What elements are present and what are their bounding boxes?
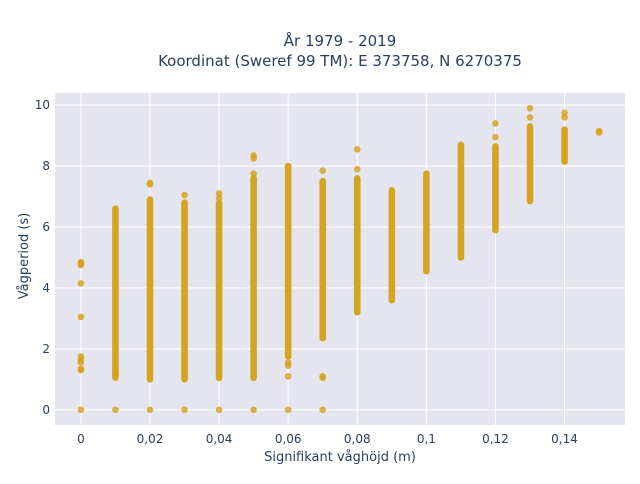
data-point bbox=[77, 280, 85, 287]
data-point bbox=[492, 133, 499, 141]
data-point-cluster bbox=[388, 187, 396, 304]
data-point-cluster bbox=[181, 199, 188, 383]
y-tick-label: 8 bbox=[42, 159, 50, 173]
data-point bbox=[146, 179, 154, 187]
data-point bbox=[181, 191, 188, 199]
data-point bbox=[77, 353, 85, 360]
chart-title-line-1: År 1979 - 2019 bbox=[284, 31, 397, 50]
data-point bbox=[284, 359, 292, 366]
y-tick-labels: 0 2 4 6 8 10 bbox=[35, 98, 50, 417]
x-tick-label: 0,12 bbox=[482, 432, 509, 446]
data-point bbox=[112, 371, 119, 379]
data-point bbox=[561, 114, 568, 121]
x-axis-label: Signifikant våghöjd (m) bbox=[264, 450, 416, 465]
x-tick-label: 0,04 bbox=[206, 432, 233, 446]
data-point bbox=[250, 152, 257, 159]
data-point bbox=[77, 258, 85, 266]
data-point bbox=[319, 167, 327, 174]
y-axis-label: Vågperiod (s) bbox=[17, 213, 32, 300]
x-tick-label: 0,08 bbox=[344, 432, 371, 446]
data-point bbox=[284, 406, 292, 414]
data-point bbox=[561, 109, 568, 117]
x-tick-label: 0,14 bbox=[551, 432, 578, 446]
y-tick-label: 2 bbox=[42, 342, 50, 356]
chart-title-line-2: Koordinat (Sweref 99 TM): E 373758, N 62… bbox=[158, 52, 522, 70]
data-point-cluster bbox=[526, 123, 534, 205]
data-point bbox=[215, 190, 223, 197]
data-point-cluster bbox=[492, 143, 499, 234]
y-tick-label: 4 bbox=[42, 281, 50, 295]
data-point bbox=[595, 127, 603, 135]
data-point bbox=[215, 194, 223, 202]
x-tick-labels: 0 0,02 0,04 0,06 0,08 0,1 0,12 0,14 bbox=[77, 432, 578, 446]
data-point bbox=[492, 120, 499, 127]
data-point-cluster bbox=[112, 205, 119, 380]
y-tick-label: 10 bbox=[35, 98, 50, 112]
data-point-cluster bbox=[423, 170, 430, 275]
data-point-cluster bbox=[250, 174, 257, 382]
data-point bbox=[319, 406, 327, 414]
data-point bbox=[215, 406, 223, 414]
data-point bbox=[77, 406, 85, 414]
data-point-cluster bbox=[319, 178, 327, 342]
data-point bbox=[284, 353, 292, 360]
data-point-cluster bbox=[146, 196, 154, 383]
data-point bbox=[353, 165, 361, 173]
data-point bbox=[112, 406, 119, 414]
data-point bbox=[77, 365, 85, 372]
data-point-cluster bbox=[215, 199, 223, 382]
y-tick-label: 0 bbox=[42, 403, 50, 417]
data-points bbox=[77, 104, 603, 414]
data-point bbox=[250, 170, 257, 178]
data-point bbox=[526, 114, 534, 121]
data-point bbox=[284, 372, 292, 380]
x-tick-label: 0,1 bbox=[417, 432, 436, 446]
y-tick-label: 6 bbox=[42, 220, 50, 234]
data-point bbox=[353, 146, 361, 153]
data-point bbox=[319, 372, 327, 380]
x-tick-label: 0 bbox=[77, 432, 85, 446]
x-tick-label: 0,06 bbox=[275, 432, 302, 446]
data-point-cluster bbox=[457, 141, 465, 261]
data-point bbox=[250, 406, 257, 414]
data-point-cluster bbox=[284, 162, 292, 360]
data-point-cluster bbox=[353, 174, 361, 316]
plot-background bbox=[55, 93, 625, 425]
data-point bbox=[526, 104, 534, 112]
data-point bbox=[146, 406, 154, 414]
x-tick-label: 0,02 bbox=[137, 432, 164, 446]
data-point bbox=[181, 406, 188, 414]
data-point bbox=[77, 313, 85, 321]
data-point-cluster bbox=[561, 126, 568, 165]
